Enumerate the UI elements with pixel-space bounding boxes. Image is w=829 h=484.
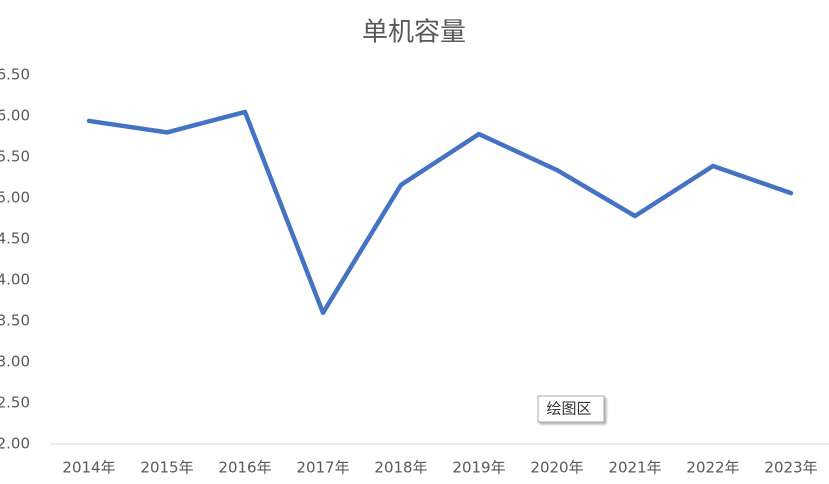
- x-tick-label: 2014年: [62, 459, 115, 477]
- tooltip-text: 绘图区: [546, 400, 591, 418]
- y-tick-label: 5.50: [0, 148, 30, 166]
- x-tick-label: 2016年: [218, 459, 271, 477]
- y-tick-label: 2.50: [0, 394, 30, 412]
- x-tick-label: 2021年: [608, 459, 661, 477]
- x-tick-label: 2022年: [686, 459, 739, 477]
- tooltip: 绘图区: [537, 395, 605, 423]
- y-tick-label: 3.00: [0, 353, 30, 371]
- y-tick-label: 6.50: [0, 66, 30, 84]
- y-tick-label: 5.00: [0, 189, 30, 207]
- line-series: [86, 109, 794, 316]
- x-tick-label: 2019年: [452, 459, 505, 477]
- x-tick-label: 2015年: [140, 459, 193, 477]
- y-tick-label: 2.00: [0, 435, 30, 453]
- tooltip-box: [537, 395, 605, 423]
- x-tick-label: 2020年: [530, 459, 583, 477]
- y-tick-label: 3.50: [0, 312, 30, 330]
- x-tick-label: 2023年: [764, 459, 817, 477]
- x-tick-label: 2017年: [296, 459, 349, 477]
- y-tick-label: 4.50: [0, 230, 30, 248]
- chart-title: 单机容量: [362, 18, 466, 48]
- y-tick-label: 6.00: [0, 107, 30, 125]
- x-tick-label: 2018年: [374, 459, 427, 477]
- y-tick-label: 4.00: [0, 271, 30, 289]
